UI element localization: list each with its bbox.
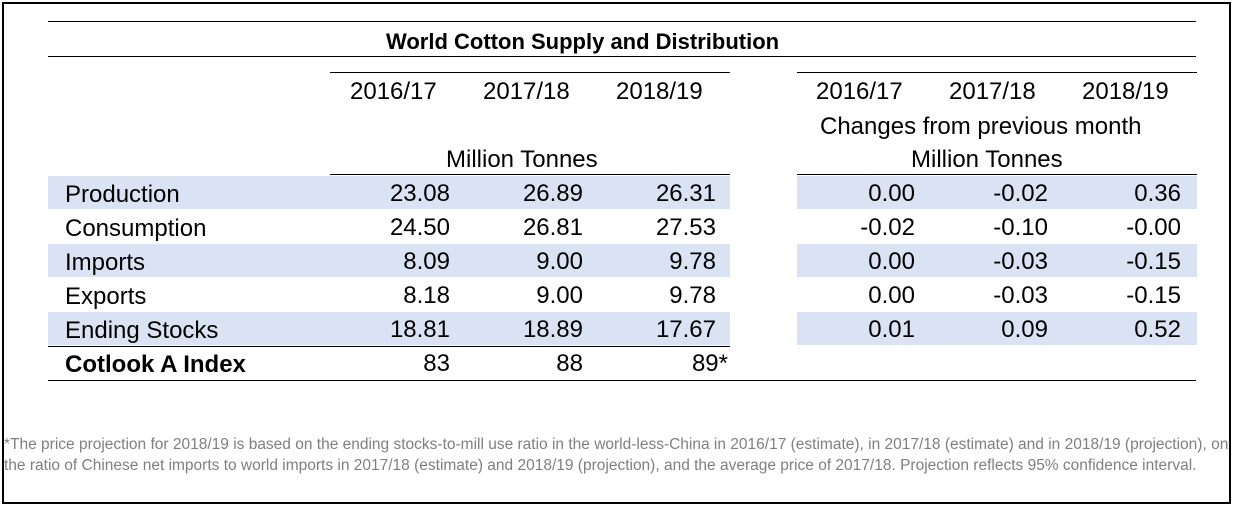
change-production-2017: -0.02	[993, 180, 1048, 207]
row-label-ending-stocks: Ending Stocks	[65, 317, 219, 344]
cell-imports-2016: 8.09	[403, 248, 450, 275]
change-ending-stocks-2016: 0.01	[868, 316, 915, 343]
cell-cotlook-2018: 89*	[691, 350, 728, 377]
row-band-production-changes	[797, 176, 1197, 209]
right-year-2: 2017/18	[949, 78, 1036, 105]
left-units-rule	[330, 174, 730, 175]
row-band-ending-stocks	[48, 312, 730, 345]
right-unit-label: Million Tonnes	[911, 146, 1063, 173]
change-consumption-2016: -0.02	[860, 214, 915, 241]
table-frame	[2, 2, 1231, 504]
cell-ending-stocks-2016: 18.81	[389, 316, 450, 343]
change-exports-2017: -0.03	[993, 282, 1048, 309]
change-imports-2018: -0.15	[1126, 248, 1181, 275]
change-production-2018: 0.36	[1134, 180, 1181, 207]
cell-consumption-2018: 27.53	[655, 214, 716, 241]
changes-subtitle: Changes from previous month	[820, 113, 1142, 140]
row-band-production	[48, 176, 730, 209]
cell-cotlook-2017: 88	[556, 350, 583, 377]
cell-production-2016: 23.08	[389, 180, 450, 207]
change-ending-stocks-2018: 0.52	[1134, 316, 1181, 343]
left-year-3: 2018/19	[616, 78, 703, 105]
left-year-1: 2016/17	[350, 78, 437, 105]
left-header-rule	[330, 72, 730, 73]
cell-cotlook-2016: 83	[423, 350, 450, 377]
table-bottom-rule	[48, 380, 1196, 381]
left-year-2: 2017/18	[483, 78, 570, 105]
cell-consumption-2017: 26.81	[522, 214, 583, 241]
cell-exports-2016: 8.18	[403, 282, 450, 309]
cell-exports-2018: 9.78	[669, 282, 716, 309]
cell-ending-stocks-2018: 17.67	[655, 316, 716, 343]
cell-exports-2017: 9.00	[536, 282, 583, 309]
row-label-exports: Exports	[65, 283, 147, 310]
row-label-cotlook-index: Cotlook A Index	[65, 351, 246, 378]
row-label-imports: Imports	[65, 249, 146, 276]
change-exports-2018: -0.15	[1126, 282, 1181, 309]
left-unit-label: Million Tonnes	[446, 146, 598, 173]
change-exports-2016: 0.00	[868, 282, 915, 309]
row-band-imports-changes	[797, 244, 1197, 277]
change-ending-stocks-2017: 0.09	[1001, 316, 1048, 343]
change-production-2016: 0.00	[868, 180, 915, 207]
footnote: *The price projection for 2018/19 is bas…	[4, 436, 1229, 474]
cell-imports-2017: 9.00	[536, 248, 583, 275]
index-row-top-rule	[48, 346, 730, 347]
title-top-rule	[48, 21, 1196, 22]
table-title: World Cotton Supply and Distribution	[386, 29, 780, 54]
right-units-rule	[797, 174, 1197, 175]
cell-production-2017: 26.89	[522, 180, 583, 207]
cell-ending-stocks-2017: 18.89	[522, 316, 583, 343]
row-band-imports	[48, 244, 730, 277]
cell-consumption-2016: 24.50	[389, 214, 450, 241]
cell-imports-2018: 9.78	[669, 248, 716, 275]
change-imports-2017: -0.03	[993, 248, 1048, 275]
change-consumption-2018: -0.00	[1126, 214, 1181, 241]
row-label-production: Production	[65, 181, 180, 208]
right-header-rule	[797, 72, 1197, 73]
cell-production-2018: 26.31	[655, 180, 716, 207]
title-bottom-rule	[48, 56, 1196, 57]
change-consumption-2017: -0.10	[993, 214, 1048, 241]
row-label-consumption: Consumption	[65, 215, 207, 242]
change-imports-2016: 0.00	[868, 248, 915, 275]
row-band-ending-stocks-changes	[797, 312, 1197, 345]
right-year-3: 2018/19	[1082, 78, 1169, 105]
right-year-1: 2016/17	[816, 78, 903, 105]
